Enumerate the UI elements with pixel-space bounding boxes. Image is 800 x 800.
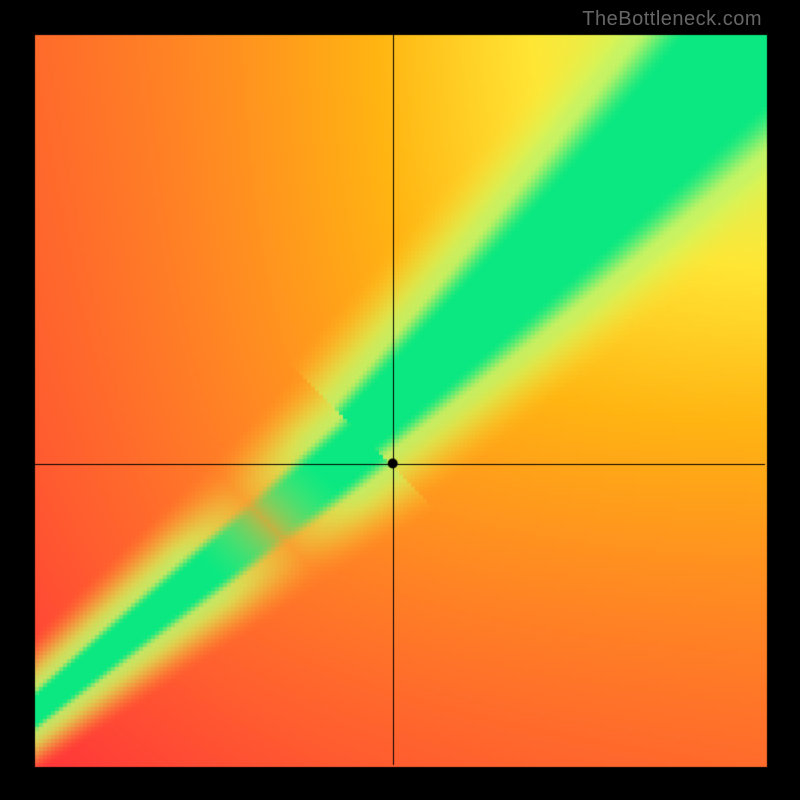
bottleneck-heatmap-canvas — [0, 0, 800, 800]
bottleneck-chart-frame: TheBottleneck.com — [0, 0, 800, 800]
